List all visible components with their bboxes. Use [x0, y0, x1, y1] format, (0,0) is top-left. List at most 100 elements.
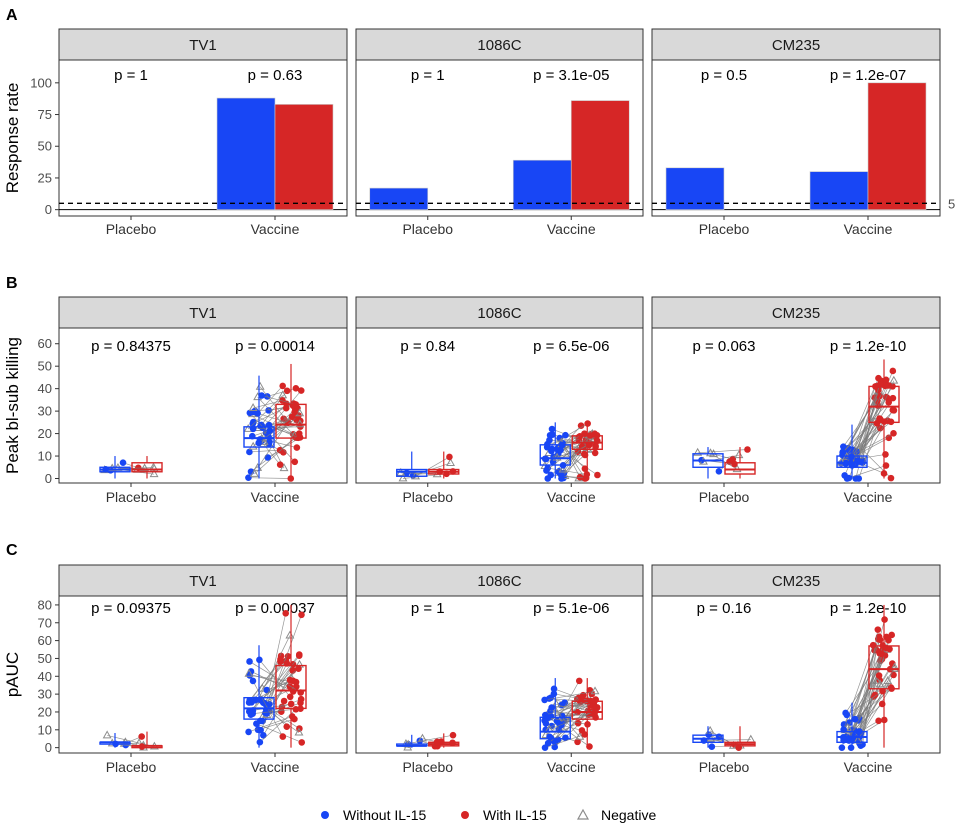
without-point: [558, 721, 565, 729]
with-point: [283, 387, 291, 395]
negative-point: [889, 375, 899, 384]
y-axis: 0 10 20 30 40 50 60 70 80: [38, 597, 59, 755]
legend-with-label: With IL-15: [483, 807, 547, 823]
pair-line: [254, 433, 300, 475]
without-point: [245, 728, 252, 736]
with-point: [581, 465, 589, 472]
negative-point: [248, 403, 258, 411]
with-point: [592, 443, 599, 451]
box-iqr: [836, 455, 868, 468]
without-point: [562, 431, 569, 439]
pair-line: [844, 639, 881, 731]
without-point: [548, 425, 556, 433]
pair-line: [556, 444, 590, 459]
pair-line: [858, 418, 880, 479]
pair-line: [846, 465, 887, 479]
facet-strip: [651, 296, 941, 329]
with-point: [288, 713, 296, 720]
box-iqr: [868, 385, 900, 424]
pair-line: [859, 680, 878, 744]
with-point: [591, 449, 599, 457]
facet-title: TV1: [189, 37, 217, 54]
with-point: [577, 422, 585, 429]
y-tick-label: 60: [38, 633, 52, 648]
with-point: [277, 658, 284, 665]
without-point: [246, 448, 253, 456]
box-iqr: [724, 462, 756, 475]
without-point: [250, 418, 257, 426]
with-point: [876, 636, 884, 644]
pair-line: [249, 449, 281, 453]
without-point: [541, 696, 548, 704]
y-tick-label: 50: [38, 359, 52, 374]
box-with: [724, 726, 756, 748]
pair-line: [561, 724, 583, 731]
box-without: [396, 451, 428, 479]
negative-point: [558, 464, 568, 473]
with-point: [286, 693, 294, 701]
x-tick-label: Placebo: [402, 759, 453, 775]
pair-line: [263, 655, 300, 704]
negative-point: [295, 419, 305, 428]
without-point: [249, 710, 256, 717]
with-point: [871, 691, 879, 699]
without-point: [260, 731, 267, 739]
y-tick-label: 50: [38, 651, 52, 666]
pair-line: [703, 739, 751, 741]
panel-B: B Peak bl-sub killing 0 10 20 30 40 50 60 TV1 p = …: [3, 275, 941, 505]
without-point: [543, 443, 551, 451]
pair-line: [252, 708, 301, 714]
x-tick-label: Placebo: [106, 759, 157, 775]
with-point: [297, 695, 305, 703]
without-point: [548, 447, 555, 455]
with-point: [286, 676, 294, 684]
box-without: [243, 375, 275, 479]
box-with: [275, 363, 307, 479]
plot-frame: [58, 595, 348, 754]
negative-point: [883, 676, 893, 684]
box-without: [836, 424, 868, 479]
negative-point: [732, 464, 742, 473]
with-point: [292, 385, 300, 392]
facet-title: CM235: [772, 37, 820, 54]
with-point: [295, 430, 303, 437]
p-value-label: p = 1.2e-10: [830, 600, 906, 617]
with-point: [889, 394, 897, 402]
with-point: [284, 652, 292, 660]
negative-point: [255, 381, 265, 390]
pair-line: [845, 433, 894, 459]
pair-line: [547, 707, 596, 744]
with-point: [878, 650, 886, 658]
x-tick-label: Vaccine: [844, 489, 893, 505]
box-with: [428, 733, 460, 748]
with-point: [283, 723, 291, 730]
facet-strip: [58, 28, 348, 61]
without-point: [851, 715, 859, 723]
with-point: [279, 397, 286, 404]
without-point: [557, 446, 564, 454]
box-without: [692, 726, 724, 748]
with-point: [889, 367, 897, 375]
pair-line: [846, 456, 885, 474]
x-tick-label: Placebo: [106, 489, 157, 505]
pair-line: [560, 449, 585, 455]
plot-frame: [651, 327, 941, 484]
box-with: [571, 422, 603, 479]
box-with: [428, 451, 460, 479]
p-value-label: p = 0.09375: [91, 600, 171, 617]
facet-TV1: TV1 p = 1 p = 0.63 Placebo Vaccine: [58, 28, 348, 237]
pair-line: [562, 435, 598, 466]
with-point: [279, 733, 287, 740]
with-point: [298, 611, 305, 619]
negative-point: [706, 448, 715, 457]
without-point: [258, 392, 265, 399]
pair-line: [854, 688, 892, 720]
y-tick-label: 30: [38, 687, 52, 702]
bar-with: [274, 104, 334, 210]
pair-line: [561, 443, 596, 454]
facet-strip: [58, 296, 348, 329]
bar-without: [809, 171, 869, 210]
without-point: [541, 744, 549, 751]
